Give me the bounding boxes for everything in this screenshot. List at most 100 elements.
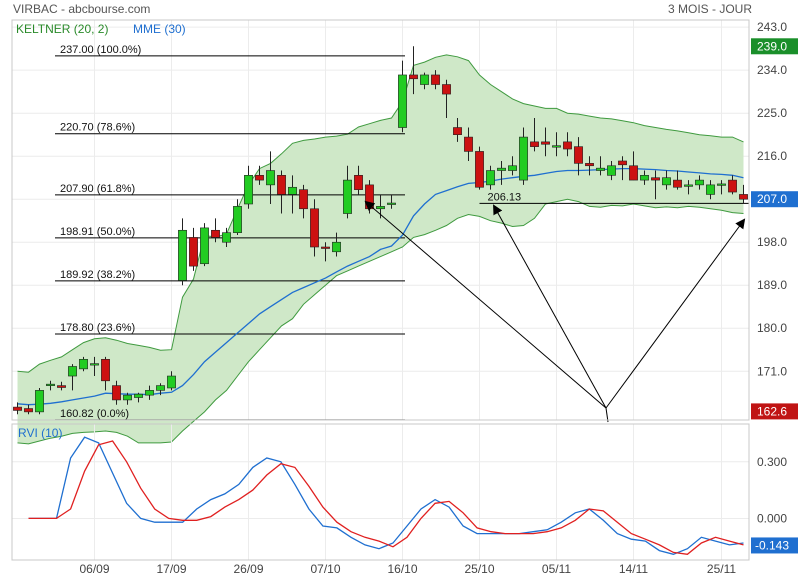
fib-label: 220.70 (78.6%) <box>60 122 135 134</box>
x-tick-label: 16/10 <box>387 562 417 576</box>
x-tick-label: 25/11 <box>707 562 736 576</box>
candle-body <box>156 385 165 391</box>
candle <box>277 170 286 214</box>
candle-body <box>24 408 33 413</box>
candle-body <box>123 394 132 401</box>
candle-body <box>244 175 253 205</box>
candle <box>365 180 374 214</box>
candle <box>288 175 297 214</box>
candle-body <box>585 163 594 167</box>
candle <box>266 151 275 204</box>
candle-body <box>508 165 517 171</box>
keltner-lower-line <box>17 198 744 445</box>
candle <box>618 156 627 181</box>
candle-body <box>464 136 473 152</box>
candle <box>486 165 495 190</box>
candle <box>629 151 638 181</box>
candle <box>79 356 88 372</box>
candle <box>552 132 561 157</box>
candle <box>90 356 99 377</box>
price-badge-low <box>751 403 798 420</box>
candle <box>35 387 44 415</box>
candle-body <box>728 179 737 193</box>
candle-body <box>607 165 616 176</box>
candle <box>255 165 264 185</box>
annotation-arrow <box>605 218 746 409</box>
candle-body <box>431 74 440 85</box>
rvi-y-tick-label: 0.300 <box>757 455 787 469</box>
candle-body <box>90 363 99 366</box>
price-badge-label: 162.6 <box>757 404 787 418</box>
candle-body <box>57 385 66 388</box>
candle <box>706 180 715 200</box>
candle <box>332 232 341 257</box>
candle <box>200 223 209 267</box>
candle <box>662 170 671 190</box>
candle <box>475 146 484 190</box>
candle-body <box>387 202 396 205</box>
main-pane-frame <box>11 19 750 421</box>
candle-body <box>343 179 352 214</box>
candle-body <box>596 167 605 171</box>
candle-body <box>299 189 308 210</box>
x-tick-label: 25/10 <box>464 562 494 576</box>
candle-body <box>618 160 627 166</box>
candle-body <box>332 241 341 253</box>
candle-body <box>200 227 209 265</box>
candle-body <box>167 375 176 389</box>
candle-body <box>552 145 561 148</box>
candle-body <box>233 206 242 233</box>
candle-body <box>13 406 22 411</box>
candle-body <box>409 74 418 80</box>
fib-label: 207.90 (61.8%) <box>60 183 135 195</box>
candle-body <box>695 179 704 186</box>
candle-body <box>629 165 638 181</box>
candle-body <box>541 141 550 145</box>
candle <box>299 184 308 219</box>
rvi-legend-entry: RVI (10) <box>18 426 62 440</box>
candle-body <box>530 141 539 147</box>
price-badge-label: 239.0 <box>757 39 787 53</box>
candle-body <box>739 194 748 200</box>
candle <box>497 160 506 185</box>
candle <box>101 356 110 391</box>
candle-body <box>288 186 297 195</box>
legend-entry: KELTNER (20, 2) <box>16 22 108 36</box>
candle-body <box>112 385 121 401</box>
candle-body <box>398 74 407 128</box>
candle-body <box>662 177 671 186</box>
candle <box>134 392 143 403</box>
candle-body <box>475 151 484 188</box>
candle-body <box>68 366 77 377</box>
annotation-arrow <box>364 200 607 409</box>
rvi-value-badge <box>751 537 798 554</box>
annotation-arrow <box>493 204 607 409</box>
candle <box>321 242 330 262</box>
candle <box>145 385 154 400</box>
candle <box>398 60 407 133</box>
fib-label: 237.00 (100.0%) <box>60 44 141 56</box>
y-tick-label: 216.0 <box>757 149 787 163</box>
y-tick-label: 243.0 <box>757 20 787 34</box>
candle <box>464 127 473 161</box>
keltner-upper-line <box>17 54 744 373</box>
y-tick-label: 180.0 <box>757 321 787 335</box>
price-badge-last <box>751 191 798 208</box>
candle-body <box>46 383 55 386</box>
legend-entry: MME (30) <box>133 22 186 36</box>
x-tick-label: 06/09 <box>79 562 109 576</box>
candle <box>519 127 528 185</box>
candle <box>607 160 616 181</box>
candle-body <box>266 170 275 186</box>
candle-body <box>651 177 660 181</box>
support-label: 206.13 <box>488 191 522 203</box>
candle-body <box>442 84 451 95</box>
candle <box>728 175 737 195</box>
candle <box>739 184 748 204</box>
candle-body <box>321 246 330 249</box>
candle <box>673 170 682 190</box>
candle-body <box>717 183 726 186</box>
x-tick-label: 14/11 <box>619 562 648 576</box>
candle-body <box>453 127 462 135</box>
candle-body <box>178 229 187 281</box>
